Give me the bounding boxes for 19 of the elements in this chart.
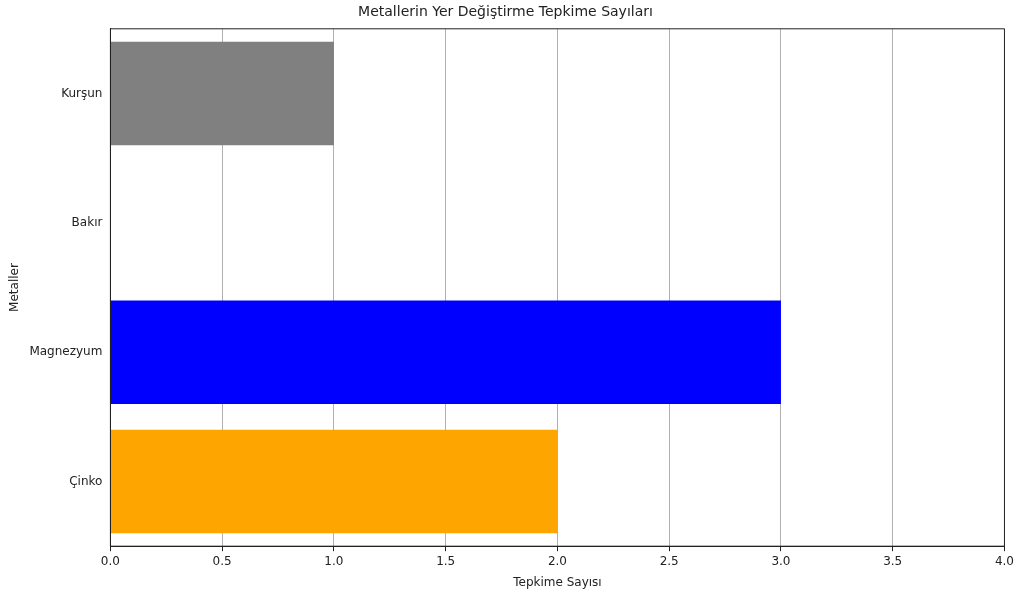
bar [110, 429, 558, 534]
x-tick-label: 4.0 [994, 553, 1014, 568]
y-axis-title: Metaller [7, 263, 22, 312]
x-tick-label: 1.0 [324, 553, 344, 568]
x-tick-label: 3.5 [883, 553, 903, 568]
y-tick-label: Bakır [71, 214, 103, 229]
x-axis-title: Tepkime Sayısı [512, 574, 602, 589]
bar [110, 41, 334, 146]
x-tick-label: 0.5 [212, 553, 232, 568]
y-tick-label: Kurşun [61, 85, 103, 100]
bar [110, 300, 781, 404]
x-tick-label: 2.5 [659, 553, 679, 568]
x-tick-label: 3.0 [771, 553, 791, 568]
x-tick-label: 2.0 [547, 553, 567, 568]
chart-title: Metallerin Yer Değiştirme Tepkime Sayıları [358, 3, 653, 20]
x-tick-label: 1.5 [436, 553, 456, 568]
y-tick-label: Magnezyum [29, 344, 103, 359]
y-tick-label: Çinko [69, 473, 103, 488]
x-tick-label: 0.0 [100, 553, 120, 568]
